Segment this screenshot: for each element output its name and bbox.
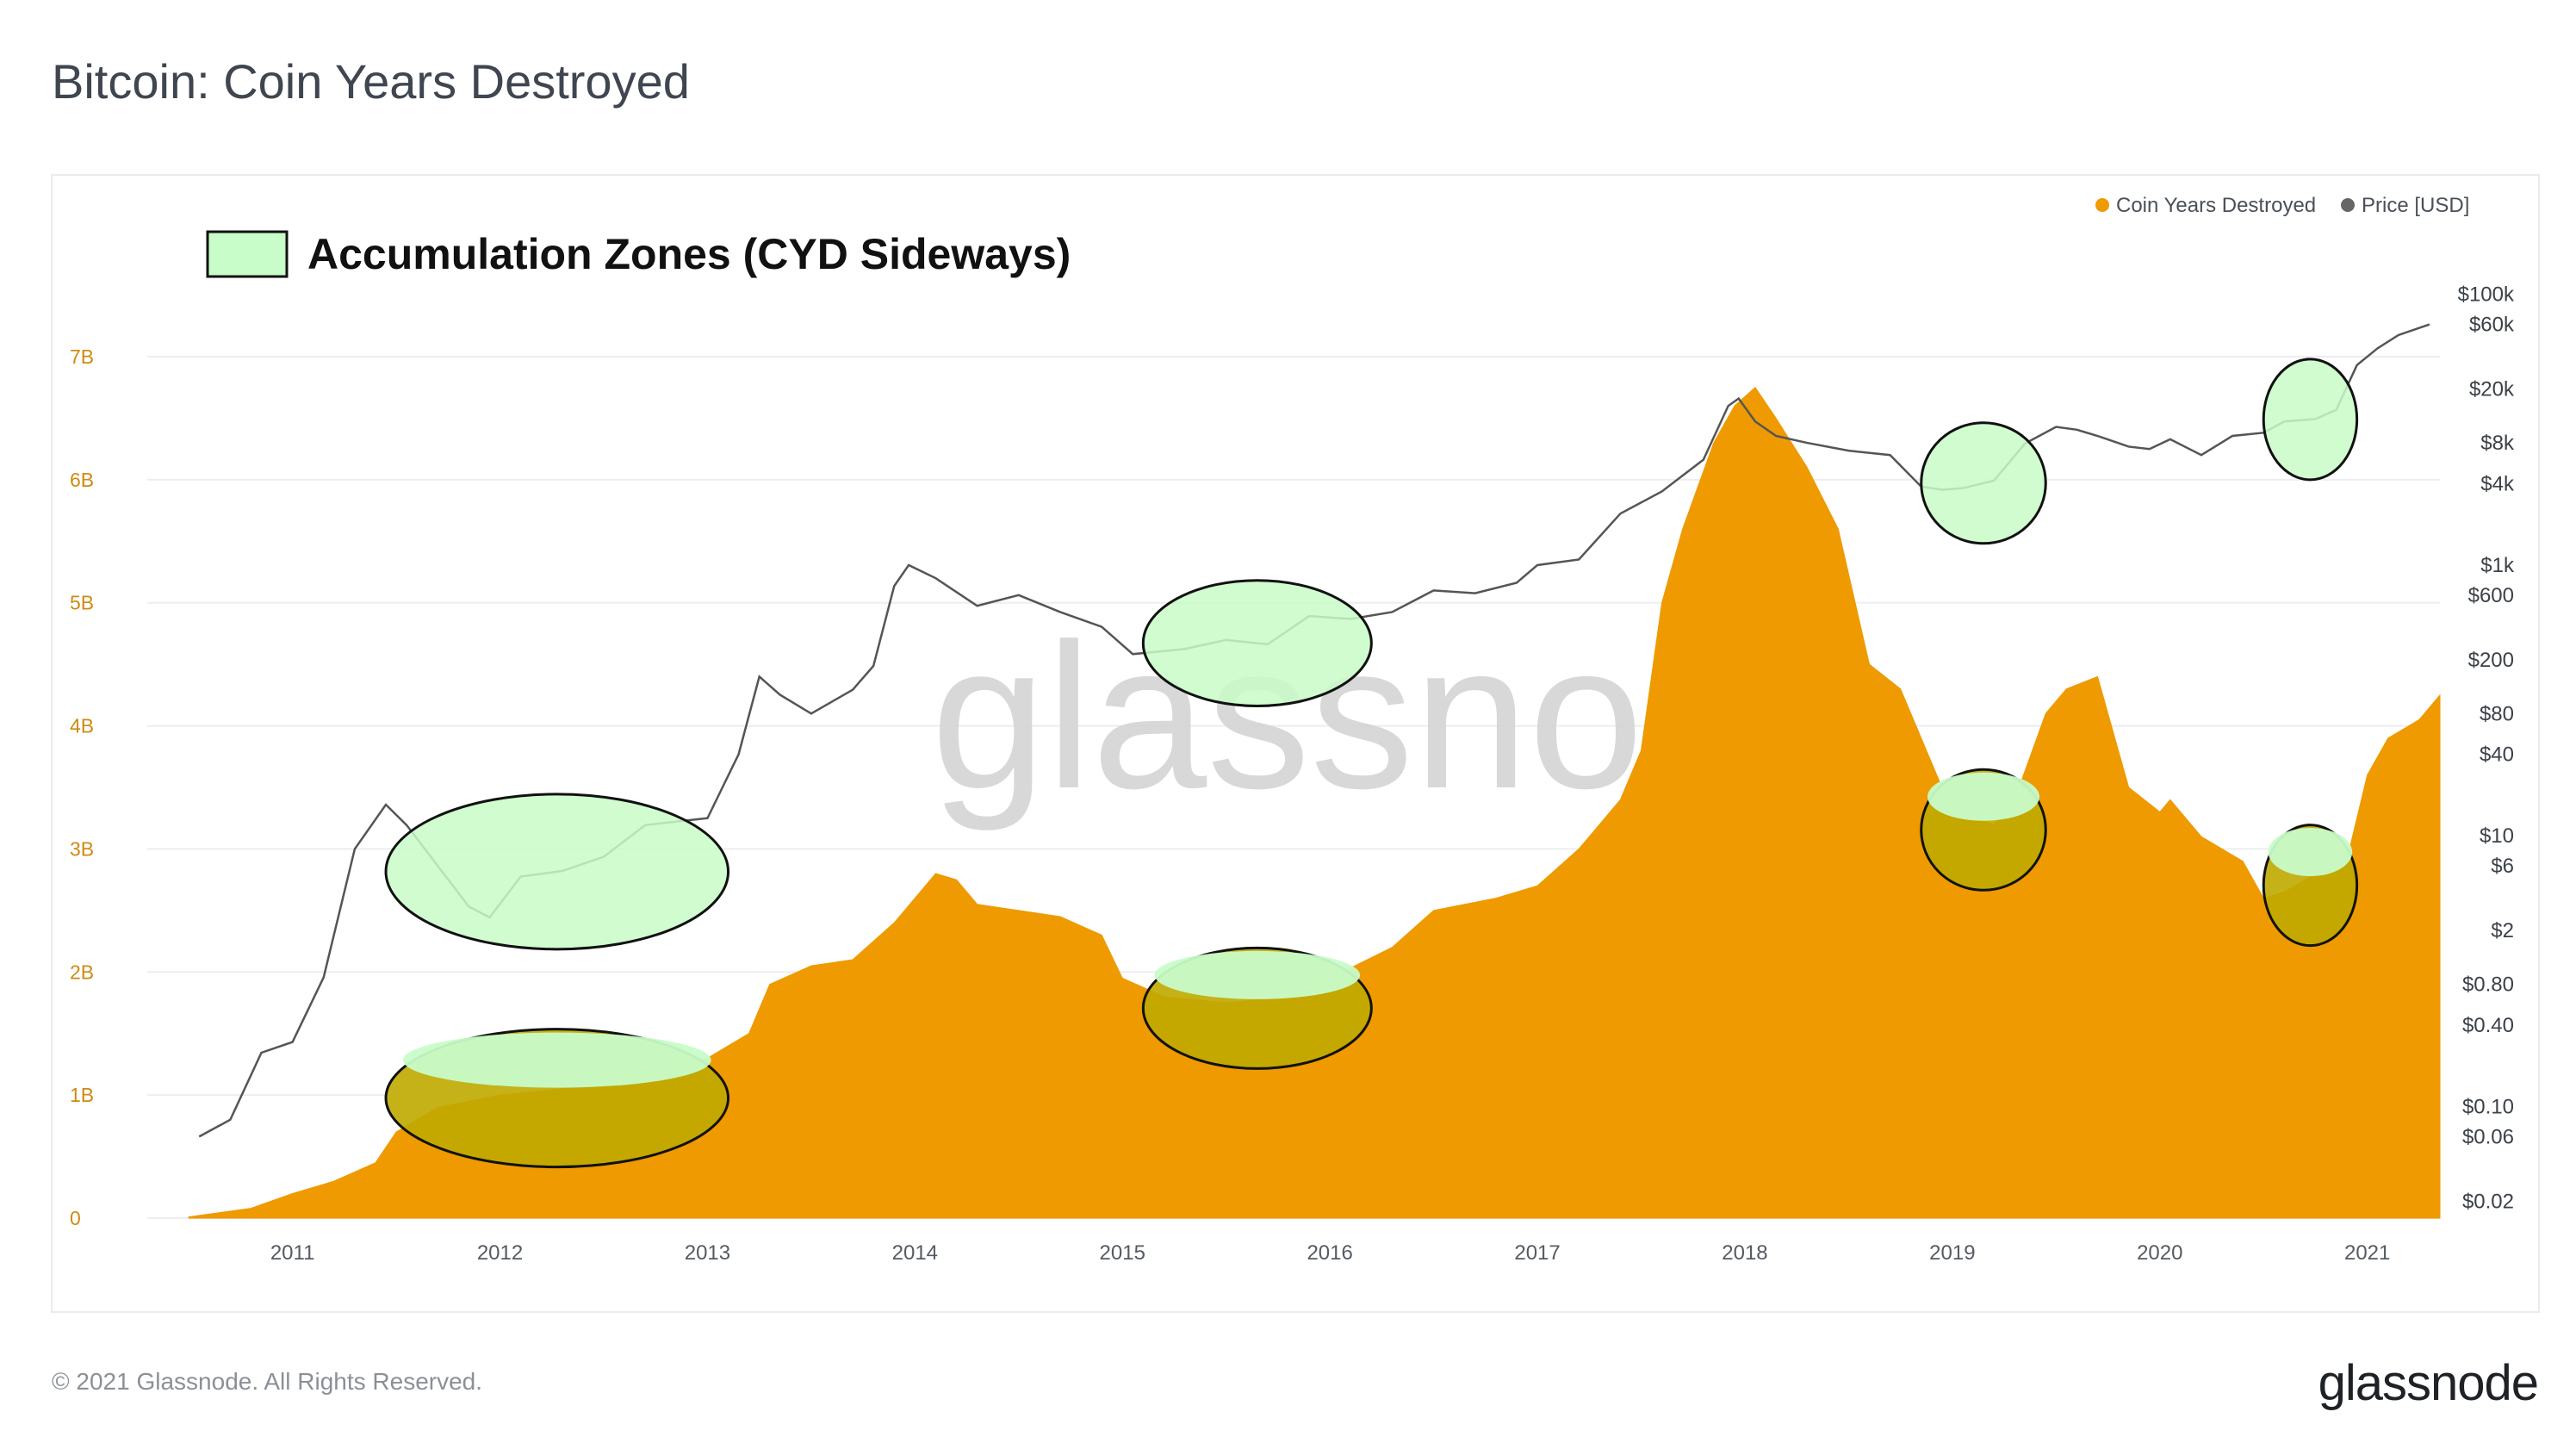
x-tick-label: 2018	[1722, 1241, 1767, 1265]
y-right-tick-label: $600	[2468, 584, 2514, 607]
y-right-tick-label: $10	[2480, 824, 2514, 848]
y-right-tick-label: $0.02	[2462, 1190, 2514, 1213]
y-left-tick-label: 6B	[70, 469, 94, 491]
legend-label-price: Price [USD]	[2362, 194, 2469, 217]
y-left-tick-label: 7B	[70, 345, 94, 368]
legend-dot-price	[2341, 198, 2355, 212]
y-right-tick-label: $0.06	[2462, 1125, 2514, 1148]
y-right-tick-label: $8k	[2480, 432, 2515, 455]
x-tick-label: 2019	[1929, 1241, 1975, 1265]
y-right-tick-label: $4k	[2480, 472, 2515, 495]
y-left-tick-label: 1B	[70, 1084, 94, 1106]
zone-cyd-highlight-1	[402, 1032, 711, 1088]
y-right-tick-label: $0.10	[2462, 1096, 2514, 1119]
y-left-tick-label: 2B	[70, 961, 94, 983]
annotation-label: Accumulation Zones (CYD Sideways)	[307, 230, 1071, 278]
y-right-tick-label: $0.80	[2462, 973, 2514, 997]
x-tick-label: 2011	[270, 1241, 315, 1265]
y-right-tick-label: $0.40	[2462, 1014, 2514, 1037]
annotation-swatch	[206, 230, 289, 278]
zone-price-ellipse-3	[1920, 421, 2047, 545]
x-tick-label: 2021	[2344, 1241, 2390, 1265]
copyright-text: © 2021 Glassnode. All Rights Reserved.	[52, 1368, 483, 1395]
y-left-tick-label: 3B	[70, 837, 94, 860]
y-right-tick-label: $6	[2491, 855, 2514, 878]
x-tick-label: 2013	[685, 1241, 730, 1265]
y-right-tick-label: $20k	[2469, 378, 2515, 401]
zone-cyd-highlight-4	[2268, 828, 2353, 877]
x-tick-label: 2016	[1307, 1241, 1352, 1265]
y-right-tick-label: $2	[2491, 919, 2514, 942]
x-tick-label: 2015	[1100, 1241, 1145, 1265]
zone-price-ellipse-1	[384, 793, 730, 951]
x-tick-label: 2020	[2137, 1241, 2182, 1265]
y-right-tick-label: $100k	[2458, 283, 2515, 307]
zone-cyd-highlight-2	[1154, 950, 1361, 999]
chart-frame: glassnode 2011 2012 2013 2014 2015 2016 2017 201…	[51, 174, 2540, 1313]
legend-dot-cyd	[2095, 198, 2109, 212]
x-tick-label: 2017	[1514, 1241, 1560, 1265]
x-tick-label: 2012	[477, 1241, 523, 1265]
y-right-tick-label: $200	[2468, 649, 2514, 672]
y-left-tick-label: 0	[70, 1207, 81, 1229]
zone-price-ellipse-4	[2262, 358, 2359, 482]
glassnode-logo[interactable]: glassnode	[2318, 1355, 2539, 1411]
zone-cyd-highlight-3	[1927, 772, 2040, 821]
y-right-tick-label: $1k	[2480, 554, 2515, 577]
y-left-tick-label: 4B	[70, 715, 94, 737]
legend-label-cyd: Coin Years Destroyed	[2116, 194, 2316, 217]
y-left-tick-label: 5B	[70, 592, 94, 614]
x-tick-label: 2014	[892, 1241, 938, 1265]
page-title: Bitcoin: Coin Years Destroyed	[52, 54, 690, 109]
y-right-tick-label: $80	[2480, 702, 2514, 725]
y-right-tick-label: $60k	[2469, 314, 2515, 337]
y-right-tick-label: $40	[2480, 743, 2514, 767]
zone-price-ellipse-2	[1141, 579, 1373, 707]
